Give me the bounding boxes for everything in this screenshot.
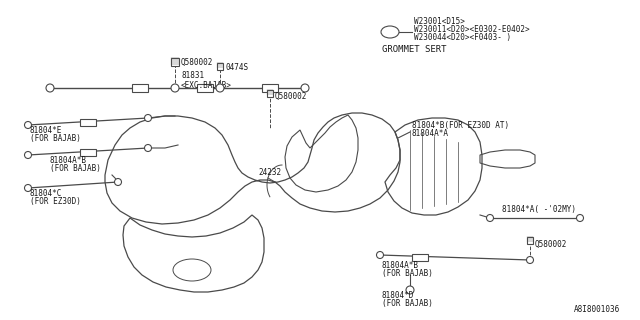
Text: 81804A*A: 81804A*A bbox=[412, 129, 449, 138]
Text: 81804*B(FOR EZ30D AT): 81804*B(FOR EZ30D AT) bbox=[412, 121, 509, 130]
Bar bbox=[262, 84, 278, 92]
Circle shape bbox=[301, 84, 309, 92]
Circle shape bbox=[577, 214, 584, 221]
Bar bbox=[80, 148, 96, 156]
Text: <EXC.BAJAB>: <EXC.BAJAB> bbox=[181, 81, 232, 90]
Text: 81804*C: 81804*C bbox=[30, 189, 62, 198]
Text: (FOR BAJAB): (FOR BAJAB) bbox=[382, 269, 433, 278]
Text: Q580002: Q580002 bbox=[535, 239, 568, 249]
Circle shape bbox=[486, 214, 493, 221]
Circle shape bbox=[216, 84, 224, 92]
Bar bbox=[527, 237, 533, 244]
Circle shape bbox=[24, 185, 31, 191]
Text: W230011<D20><E0302-E0402>: W230011<D20><E0302-E0402> bbox=[414, 25, 530, 34]
Bar bbox=[197, 84, 213, 92]
Circle shape bbox=[406, 286, 414, 294]
Text: Q580002: Q580002 bbox=[275, 92, 307, 100]
Circle shape bbox=[46, 84, 54, 92]
Text: GROMMET SERT: GROMMET SERT bbox=[382, 45, 447, 54]
Circle shape bbox=[24, 122, 31, 129]
Circle shape bbox=[527, 257, 534, 263]
Text: W23001<D15>: W23001<D15> bbox=[414, 17, 465, 26]
Text: 24232: 24232 bbox=[258, 168, 281, 177]
Text: (FOR BAJAB): (FOR BAJAB) bbox=[30, 134, 81, 143]
Circle shape bbox=[171, 84, 179, 92]
Text: 81804A*B: 81804A*B bbox=[382, 261, 419, 270]
Bar bbox=[412, 253, 428, 260]
Text: 81831: 81831 bbox=[181, 71, 204, 81]
Text: 81804*E: 81804*E bbox=[30, 126, 62, 135]
Text: (FOR EZ30D): (FOR EZ30D) bbox=[30, 197, 81, 206]
Circle shape bbox=[145, 145, 152, 151]
Bar bbox=[80, 118, 96, 125]
Text: W230044<D20><F0403- ): W230044<D20><F0403- ) bbox=[414, 33, 511, 42]
Circle shape bbox=[376, 252, 383, 259]
Text: Q580002: Q580002 bbox=[181, 58, 213, 67]
Text: 0474S: 0474S bbox=[225, 63, 248, 73]
Bar bbox=[267, 90, 273, 97]
Text: 81804A*B: 81804A*B bbox=[50, 156, 87, 165]
Bar bbox=[217, 63, 223, 70]
Circle shape bbox=[24, 151, 31, 158]
Text: 81804*A( -'02MY): 81804*A( -'02MY) bbox=[502, 205, 576, 214]
Circle shape bbox=[145, 115, 152, 122]
Text: A8I8001036: A8I8001036 bbox=[573, 305, 620, 314]
Circle shape bbox=[115, 179, 122, 186]
Text: (FOR BAJAB): (FOR BAJAB) bbox=[382, 299, 433, 308]
Text: (FOR BAJAB): (FOR BAJAB) bbox=[50, 164, 101, 173]
Text: 81804*D: 81804*D bbox=[382, 291, 414, 300]
Bar bbox=[132, 84, 148, 92]
Bar bbox=[171, 58, 179, 66]
